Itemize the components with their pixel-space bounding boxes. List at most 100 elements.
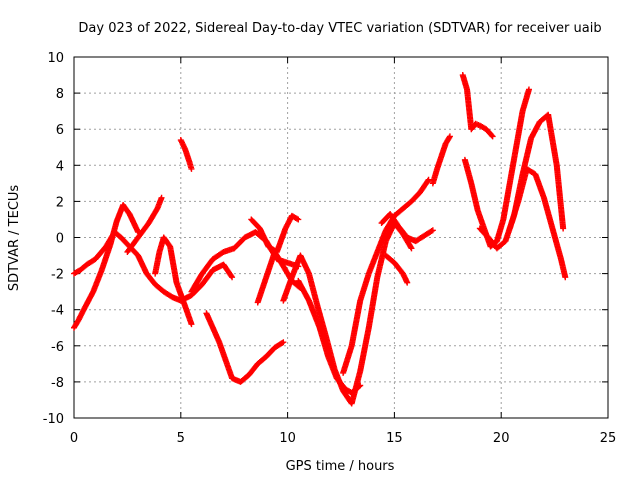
- data-point: [81, 289, 96, 311]
- data-point: [188, 321, 195, 328]
- plus-marker: [560, 225, 567, 232]
- x-tick-label: 10: [279, 431, 296, 446]
- plus-marker: [525, 86, 532, 93]
- data-point: [314, 303, 329, 339]
- series-5: [177, 137, 195, 172]
- data-point: [476, 225, 491, 240]
- data-point: [374, 228, 389, 255]
- data-point: [382, 252, 397, 265]
- series-17: [461, 86, 532, 250]
- data-points: [71, 72, 569, 407]
- data-point: [83, 256, 98, 268]
- data-point: [365, 250, 380, 277]
- data-point: [513, 109, 526, 151]
- plus-marker: [488, 132, 495, 139]
- y-tick-labels: -10 -8 -6 -4 -2 0 2 4 6 8 10: [43, 51, 64, 427]
- data-point: [506, 199, 521, 232]
- plus-marker: [293, 215, 300, 222]
- data-point: [263, 345, 277, 360]
- data-point: [357, 382, 364, 389]
- y-tick-label: -6: [51, 340, 64, 355]
- data-point: [271, 248, 286, 269]
- data-point: [71, 318, 81, 331]
- data-point: [468, 180, 481, 213]
- plus-marker: [424, 177, 431, 184]
- y-tick-label: 6: [56, 123, 64, 138]
- data-point: [519, 87, 532, 115]
- plus-marker: [357, 382, 364, 389]
- plus-marker: [446, 134, 453, 141]
- data-point: [124, 235, 141, 255]
- data-point: [295, 216, 302, 223]
- data-point: [186, 158, 195, 171]
- data-point: [160, 288, 175, 300]
- x-tick-label: 0: [70, 431, 78, 446]
- data-point: [357, 271, 372, 304]
- tick-marks: [73, 56, 609, 419]
- data-point: [483, 126, 495, 139]
- y-tick-label: 8: [56, 87, 64, 102]
- data-point: [553, 162, 567, 231]
- series-19: [506, 165, 569, 281]
- plus-marker: [429, 227, 436, 234]
- plus-marker: [407, 244, 414, 251]
- data-point: [506, 145, 519, 187]
- plus-marker: [188, 165, 195, 172]
- data-point: [188, 271, 205, 295]
- y-tick-label: 0: [56, 232, 64, 247]
- data-point: [135, 221, 151, 241]
- data-point: [540, 194, 556, 231]
- data-point: [485, 234, 500, 251]
- x-tick-label: 25: [600, 431, 617, 446]
- plus-marker: [188, 321, 195, 328]
- plus-marker: [279, 339, 286, 346]
- data-point: [489, 133, 496, 140]
- plus-marker: [428, 228, 435, 235]
- data-point: [188, 165, 195, 172]
- data-point: [229, 274, 236, 281]
- y-tick-label: -2: [51, 268, 64, 283]
- data-point: [199, 268, 216, 288]
- plus-marker: [280, 339, 287, 346]
- data-point: [474, 207, 487, 231]
- data-point: [532, 171, 547, 200]
- series-15: [429, 133, 453, 187]
- data-point: [468, 121, 478, 133]
- data-point: [493, 217, 506, 245]
- data-point: [295, 277, 312, 303]
- data-point: [158, 194, 165, 201]
- x-tick-label: 15: [386, 431, 403, 446]
- plus-marker: [425, 176, 432, 183]
- data-point: [412, 233, 427, 245]
- y-tick-label: 4: [56, 159, 64, 174]
- plus-marker: [356, 383, 363, 390]
- data-point: [408, 245, 415, 252]
- plus-marker: [408, 245, 415, 252]
- plus-marker: [295, 216, 302, 223]
- data-point: [220, 245, 236, 255]
- data-point: [120, 202, 132, 216]
- series-4: [152, 234, 195, 328]
- data-point: [434, 154, 444, 172]
- data-point: [152, 250, 163, 277]
- x-axis-label: GPS time / hours: [286, 459, 395, 474]
- data-point: [254, 354, 269, 367]
- y-axis-label: SDTVAR / TECUs: [7, 185, 22, 292]
- data-point: [545, 111, 560, 168]
- data-point: [365, 275, 381, 331]
- x-tick-labels: 0 5 10 15 20 25: [70, 431, 616, 446]
- data-point: [425, 176, 432, 183]
- data-point: [288, 253, 303, 281]
- data-point: [209, 249, 226, 263]
- data-point: [182, 303, 195, 326]
- series-2: [71, 202, 142, 331]
- series-16: [459, 72, 496, 140]
- series-14: [382, 252, 411, 286]
- data-point: [167, 243, 180, 285]
- plus-marker: [562, 274, 569, 281]
- series-11: [295, 277, 364, 396]
- data-point: [560, 225, 567, 232]
- data-point: [523, 165, 538, 177]
- data-point: [280, 339, 287, 346]
